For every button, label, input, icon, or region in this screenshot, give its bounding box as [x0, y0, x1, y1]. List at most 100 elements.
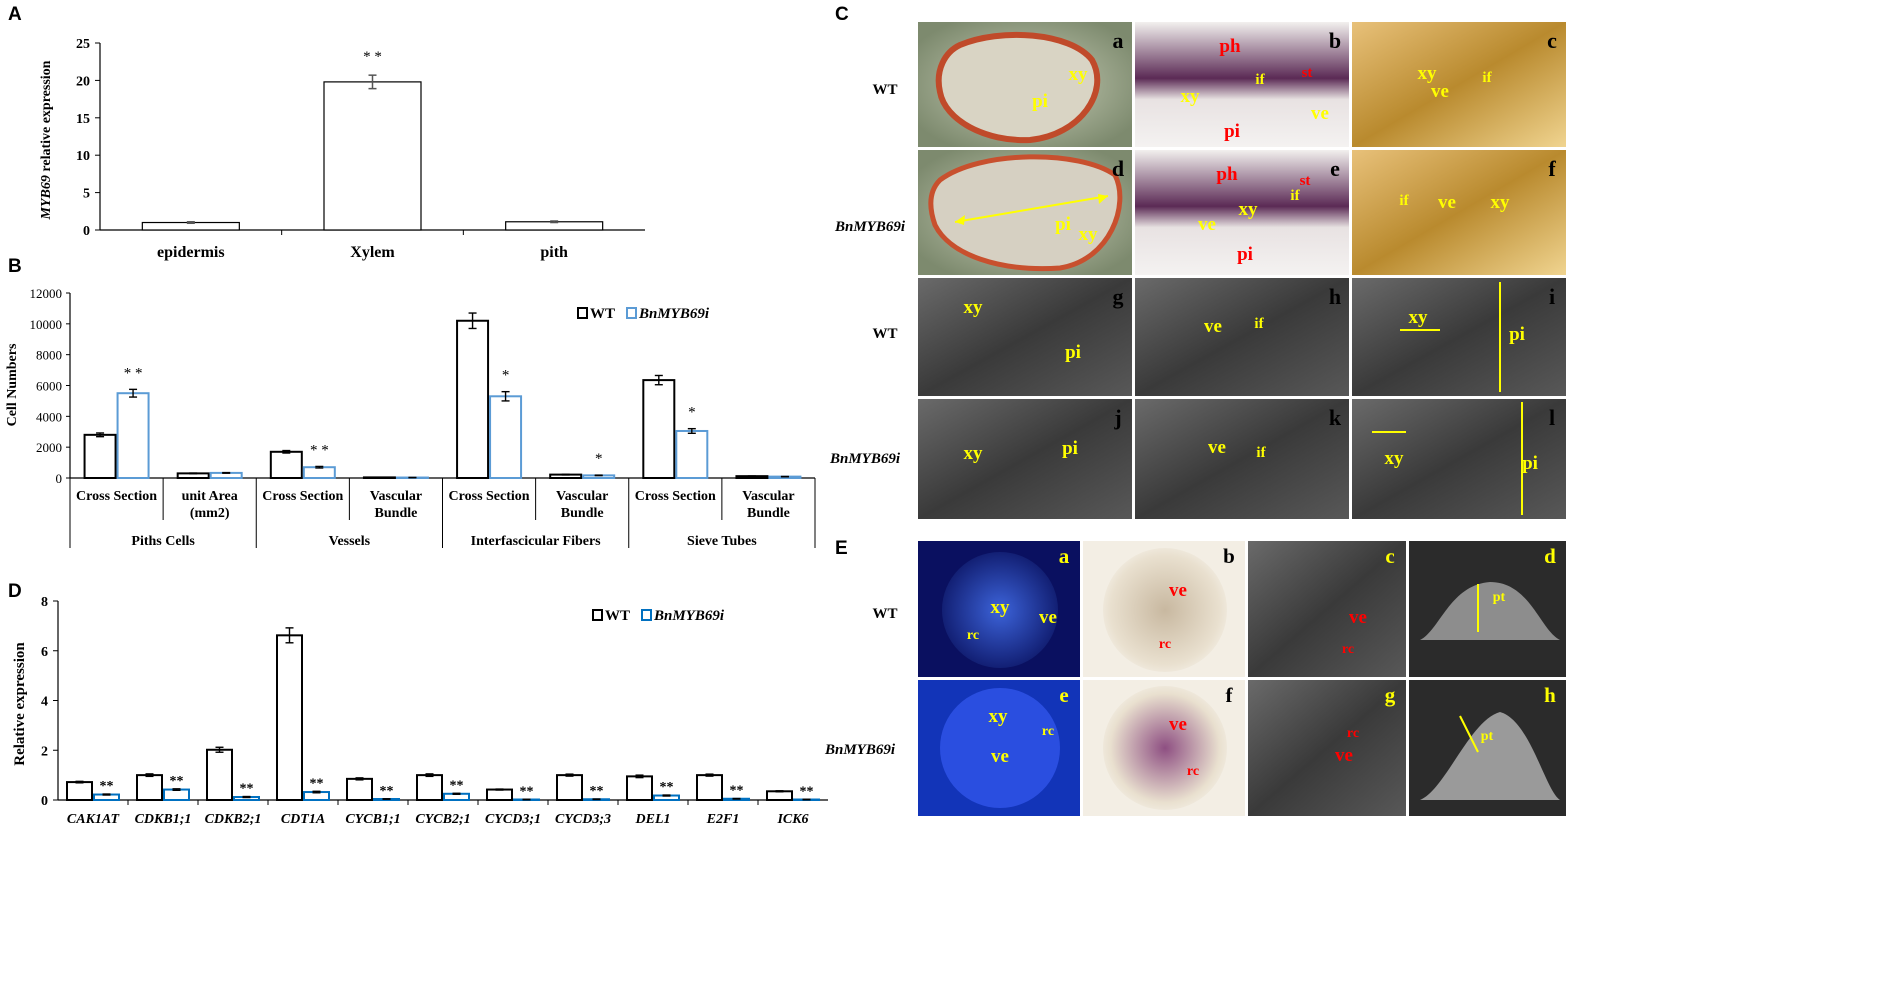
micrograph-c-f	[1352, 150, 1566, 275]
x-category-label: DEL1	[635, 812, 671, 827]
micrograph-letter: a	[1059, 544, 1070, 568]
x-category-label: CYCB1;1	[345, 812, 400, 827]
x-category-label: Cross Section	[635, 489, 716, 504]
micrograph-c-i	[1352, 278, 1566, 396]
micrograph-c-h	[1135, 278, 1349, 396]
micrograph-label: pi	[1509, 324, 1525, 345]
micrograph-e-c	[1248, 541, 1406, 677]
legend-swatch-WT	[592, 609, 603, 621]
micrograph-letter: i	[1549, 284, 1555, 309]
bar-WT	[83, 433, 117, 480]
micrograph-label: rc	[1342, 642, 1354, 657]
micrograph-e-f	[1083, 680, 1245, 816]
y-tick-label: 0	[41, 794, 48, 809]
micrograph-label: st	[1302, 65, 1313, 81]
y-tick-label: 5	[83, 187, 90, 202]
x-category-label: CYCD3;1	[485, 812, 541, 827]
micrograph-letter: d	[1544, 544, 1556, 568]
significance-mark: *	[688, 405, 696, 421]
micrograph-label: st	[1300, 173, 1311, 189]
micrograph-label: pi	[1055, 214, 1071, 235]
x-category-label: CDKB1;1	[135, 812, 192, 827]
micrograph-e-g	[1248, 680, 1406, 816]
significance-mark: **	[100, 779, 114, 794]
chart-d-ylabel: Relative expression	[12, 642, 28, 766]
bar-WT	[642, 379, 676, 479]
micrograph-label: if	[1399, 193, 1409, 209]
bar-BnMYB69i	[163, 788, 190, 801]
x-category-label: Vascular Bundle	[370, 489, 422, 521]
x-group-label: Interfascicular Fibers	[471, 534, 602, 549]
y-tick-label: 0	[83, 224, 90, 239]
y-tick-label: 4000	[36, 409, 62, 424]
x-category-label: Cross Section	[262, 489, 343, 504]
bar-WT	[276, 634, 303, 802]
micrograph-label: xy	[1409, 307, 1429, 328]
chart-a: MYB69 relative expression 0 5 10 15 20 25 epid…	[39, 37, 645, 261]
legend-swatch-BnMYB69i	[641, 609, 652, 621]
y-tick-label: 12000	[30, 286, 63, 301]
micrograph-letter: c	[1385, 544, 1394, 568]
micrograph-label: ve	[1198, 214, 1216, 235]
micrograph-label: rc	[1187, 764, 1199, 779]
significance-mark: * *	[310, 442, 329, 458]
panel-c-micrographs	[918, 22, 1566, 519]
bar-WT	[556, 774, 583, 801]
micrograph-letter: e	[1330, 156, 1340, 181]
x-category-label: pith	[540, 244, 568, 261]
significance-mark: * *	[124, 365, 143, 381]
panel-label-b: B	[8, 256, 22, 277]
legend-label: BnMYB69i	[638, 306, 710, 322]
y-tick-label: 0	[56, 471, 63, 486]
bar-BnMYB69i	[116, 392, 150, 480]
x-category-label: Xylem	[350, 244, 395, 261]
micrograph-letter: d	[1112, 156, 1124, 181]
micrograph-c-a	[918, 22, 1132, 147]
x-category-label: CYCD3;3	[555, 812, 611, 827]
x-category-label: Cross Section	[76, 489, 157, 504]
x-category-label: Vascular Bundle	[742, 489, 794, 521]
micrograph-letter: l	[1549, 405, 1555, 430]
micrograph-c-l	[1352, 399, 1566, 519]
significance-mark: * *	[363, 49, 382, 65]
micrograph-label: if	[1290, 188, 1300, 204]
significance-mark: **	[590, 784, 604, 799]
micrograph-label: ve	[1039, 607, 1057, 628]
bar	[323, 81, 422, 231]
bar-WT	[269, 450, 303, 479]
figure-canvas: A B C D E MYB69 relative expression 0 5 10…	[5, 4, 1566, 827]
micrograph-label: xy	[1385, 448, 1405, 469]
y-tick-label: 10	[76, 149, 90, 164]
micrograph-label: if	[1256, 445, 1266, 461]
x-category-label: E2F1	[706, 812, 740, 827]
y-tick-label: 20	[76, 74, 90, 89]
micrograph-label: pi	[1062, 438, 1078, 459]
legend-swatch-BnMYB69i	[626, 307, 637, 319]
legend-label: WT	[590, 306, 615, 322]
micrograph-letter: e	[1059, 683, 1068, 707]
micrograph-e-b	[1083, 541, 1245, 677]
x-category-label: epidermis	[157, 244, 225, 261]
legend-swatch-WT	[577, 307, 588, 319]
bar-WT	[626, 775, 653, 802]
micrograph-label: if	[1254, 316, 1264, 332]
micrograph-label: rc	[1347, 726, 1359, 741]
micrograph-c-b	[1135, 22, 1349, 147]
significance-mark: **	[660, 780, 674, 795]
x-group-label: Piths Cells	[131, 534, 195, 549]
significance-mark: **	[800, 784, 814, 799]
micrograph-label: pt	[1481, 729, 1494, 744]
micrograph-c-k	[1135, 399, 1349, 519]
significance-mark: **	[170, 774, 184, 789]
x-group-label: Vessels	[329, 534, 371, 549]
micrograph-label: ve	[1335, 745, 1353, 766]
micrograph-letter: h	[1544, 683, 1556, 707]
bar-WT	[766, 790, 793, 802]
y-tick-label: 25	[76, 37, 90, 52]
micrograph-label: xy	[1418, 63, 1438, 84]
y-tick-label: 6000	[36, 379, 62, 394]
micrograph-label: rc	[1159, 637, 1171, 652]
bar-BnMYB69i	[302, 466, 336, 480]
micrograph-label: pi	[1224, 121, 1240, 142]
micrograph-label: xy	[1069, 64, 1089, 85]
